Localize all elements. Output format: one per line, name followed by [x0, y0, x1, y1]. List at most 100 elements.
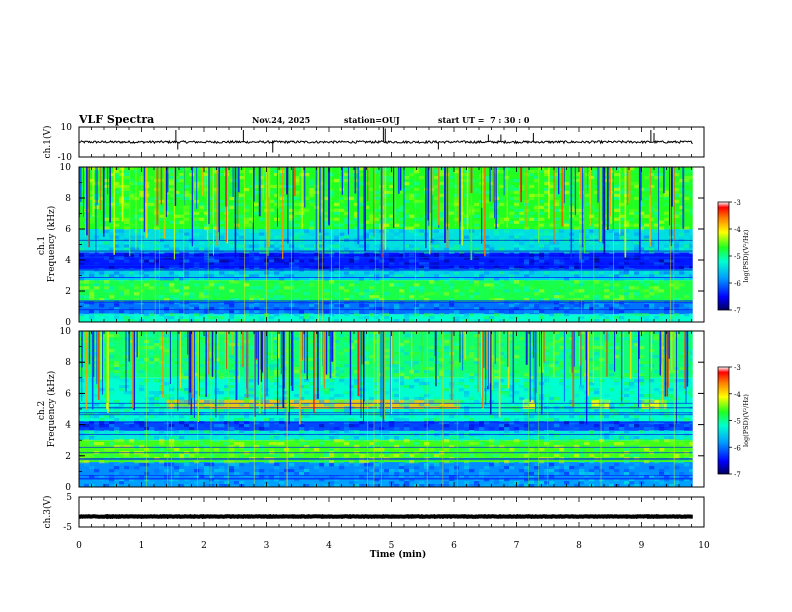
spectrogram-cell	[244, 274, 250, 278]
spectrogram-cell	[239, 454, 245, 458]
spectrogram-cell	[89, 376, 95, 380]
spectrogram-cell	[614, 190, 620, 195]
spectrogram-cell	[484, 199, 490, 204]
spectrogram-cell	[109, 454, 115, 458]
spectrogram-cell	[114, 304, 120, 308]
spectrogram-cell	[624, 274, 630, 278]
spectrogram-cell	[319, 205, 325, 210]
spectrogram-cell	[149, 310, 155, 314]
spectrogram-cell	[409, 376, 415, 380]
spectrogram-cell	[519, 241, 525, 245]
spectrogram-cell	[374, 484, 380, 487]
spectrogram-cell	[299, 466, 305, 470]
spectrogram-cell	[139, 463, 145, 467]
spectrogram-cell	[679, 202, 685, 207]
spectrogram-cell	[209, 292, 215, 296]
spectrogram-cell	[124, 175, 130, 180]
spectrogram-cell	[364, 235, 370, 239]
spectrogram-cell	[109, 367, 115, 371]
spectrogram-cell	[334, 319, 340, 322]
spectrogram-cell	[514, 199, 520, 204]
spectrogram-cell	[689, 295, 695, 299]
spectrogram-cell	[399, 445, 405, 449]
spectrogram-cell	[94, 394, 100, 398]
spectrogram-cell	[434, 172, 440, 177]
spectrogram-cell	[219, 415, 225, 419]
spectrogram-cell	[99, 298, 105, 302]
spectrogram-cell	[414, 202, 420, 207]
spectrogram-cell	[274, 283, 280, 287]
spectrogram-cell	[344, 349, 350, 353]
spectrogram-cell	[159, 355, 165, 359]
spectrogram-cell	[604, 247, 610, 251]
spectrogram-cell	[304, 391, 310, 395]
spectrogram-cell	[159, 334, 165, 338]
spectrogram-cell	[609, 286, 615, 290]
spectrogram-cell	[209, 484, 215, 487]
spectrogram-cell	[564, 181, 570, 186]
spectrogram-cell	[684, 295, 690, 299]
spectrogram-cell	[484, 277, 490, 281]
spectrogram-cell	[664, 202, 670, 207]
spectrogram-cell	[179, 418, 185, 422]
spectrogram-cell	[534, 169, 540, 174]
spectrogram-cell	[154, 319, 160, 322]
spectrogram-cell	[519, 280, 525, 284]
spectrogram-cell	[319, 274, 325, 278]
spectrogram-cell	[94, 241, 100, 245]
spectrogram-cell	[154, 340, 160, 344]
spectrogram-cell	[334, 178, 340, 183]
spectrogram-cell	[129, 340, 135, 344]
spectrogram-cell	[234, 196, 240, 201]
spectrogram-cell	[114, 400, 120, 404]
spectrogram-cell	[239, 232, 245, 236]
spectrogram-cell	[94, 286, 100, 290]
spectrogram-cell	[404, 412, 410, 416]
spectrogram-cell	[174, 292, 180, 296]
spectrogram-cell	[214, 280, 220, 284]
spectrogram-cell	[634, 184, 640, 189]
spectrogram-cell	[344, 352, 350, 356]
spectrogram-cell	[664, 211, 670, 215]
spectrogram-cell	[374, 169, 380, 174]
spectrogram-cell	[124, 361, 130, 365]
spectrogram-cell	[404, 421, 410, 425]
spectrogram-cell	[329, 319, 335, 322]
spectrogram-cell	[294, 223, 300, 227]
spectrogram-cell	[409, 412, 415, 416]
spectrogram-cell	[394, 379, 400, 383]
spectrogram-cell	[484, 196, 490, 201]
spectrogram-cell	[374, 217, 380, 221]
spectrogram-cell	[104, 421, 110, 425]
spectrogram-cell	[544, 244, 550, 248]
ch1-colorbar-scale	[717, 201, 730, 311]
spectrogram-cell	[389, 175, 395, 180]
spectrogram-cell	[404, 385, 410, 389]
spectrogram-cell	[259, 397, 265, 401]
spectrogram-cell	[649, 292, 655, 296]
spectrogram-cell	[304, 250, 310, 254]
spectrogram-cell	[114, 202, 120, 207]
ch1-ytick-bottom: -10	[58, 153, 73, 163]
spectrogram-cell	[274, 208, 280, 213]
spectrogram-cell	[409, 298, 415, 302]
spectrogram-cell	[304, 472, 310, 476]
spectrogram-cell	[324, 289, 330, 293]
spectrogram-cell	[154, 250, 160, 254]
spectrogram-cell	[299, 280, 305, 284]
spectrogram-cell	[639, 226, 645, 230]
spectrogram-cell	[89, 217, 95, 221]
spectrogram-cell	[674, 247, 680, 251]
spectrogram-cell	[324, 388, 330, 392]
spectrogram-cell	[249, 241, 255, 245]
spectrogram-cell	[609, 292, 615, 296]
spectrogram-cell	[149, 313, 155, 317]
spectrogram-cell	[239, 430, 245, 434]
spectrogram-cell	[369, 445, 375, 449]
spectrogram-cell	[544, 187, 550, 192]
spectrogram-cell	[509, 271, 515, 275]
spectrogram-cell	[684, 313, 690, 317]
spectrogram-cell	[364, 352, 370, 356]
spectrogram-cell	[154, 394, 160, 398]
